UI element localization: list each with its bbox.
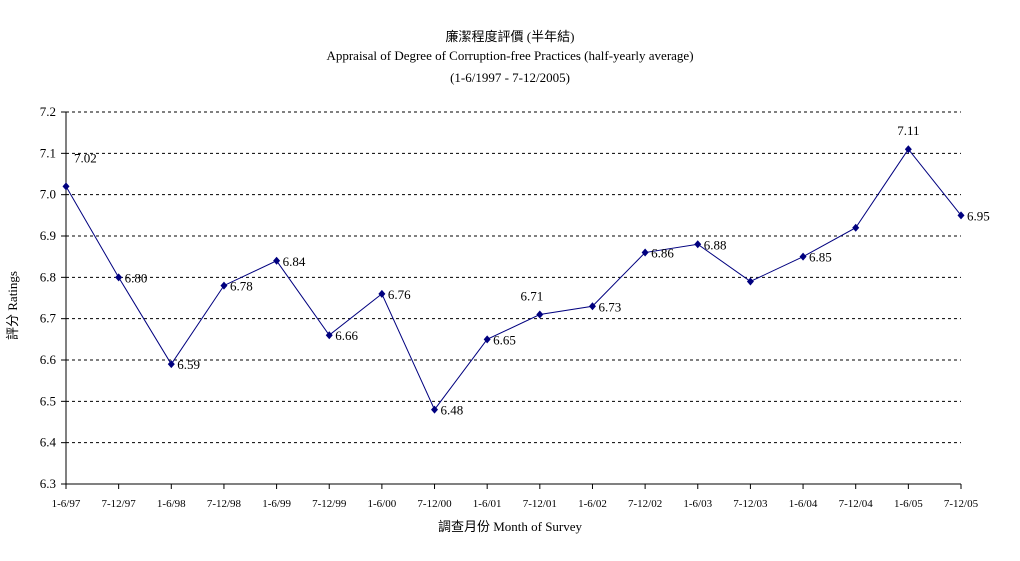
data-label: 6.73 bbox=[598, 299, 621, 314]
x-tick-label: 7-12/04 bbox=[839, 498, 874, 510]
x-tick-label: 7-12/99 bbox=[312, 498, 347, 510]
data-point bbox=[62, 182, 70, 191]
x-tick-label: 7-12/01 bbox=[523, 498, 557, 510]
chart-title: 廉潔程度評價 (半年結) bbox=[445, 29, 575, 44]
data-point bbox=[115, 273, 123, 282]
data-point bbox=[378, 289, 386, 298]
data-label: 6.88 bbox=[704, 237, 727, 252]
x-tick-label: 1-6/01 bbox=[473, 498, 502, 510]
data-point bbox=[273, 256, 281, 265]
data-point bbox=[957, 211, 965, 220]
data-label: 6.80 bbox=[125, 270, 148, 285]
data-point bbox=[483, 335, 491, 344]
data-label: 6.84 bbox=[283, 254, 306, 269]
data-point bbox=[746, 277, 754, 286]
y-tick-label: 7.2 bbox=[40, 104, 56, 119]
data-point bbox=[904, 145, 912, 154]
data-label: 6.76 bbox=[388, 287, 411, 302]
data-point bbox=[325, 331, 333, 340]
data-label: 6.95 bbox=[967, 208, 990, 223]
data-label: 6.71 bbox=[520, 289, 543, 304]
x-tick-label: 1-6/00 bbox=[368, 498, 397, 510]
y-tick-label: 6.8 bbox=[40, 269, 56, 284]
data-point bbox=[694, 240, 702, 249]
data-point bbox=[852, 223, 860, 232]
y-tick-label: 6.3 bbox=[40, 476, 56, 491]
data-point bbox=[431, 405, 439, 414]
x-tick-label: 1-6/02 bbox=[578, 498, 607, 510]
data-label: 6.86 bbox=[651, 246, 674, 261]
data-point bbox=[641, 248, 649, 257]
x-tick-label: 7-12/98 bbox=[207, 498, 242, 510]
data-point bbox=[588, 302, 596, 311]
data-label: 6.65 bbox=[493, 332, 516, 347]
x-tick-label: 1-6/97 bbox=[52, 498, 81, 510]
data-label: 6.59 bbox=[177, 357, 200, 372]
y-tick-label: 6.5 bbox=[40, 393, 56, 408]
x-tick-label: 7-12/00 bbox=[417, 498, 452, 510]
y-tick-label: 7.0 bbox=[40, 187, 56, 202]
x-tick-label: 1-6/03 bbox=[683, 498, 712, 510]
y-tick-label: 6.4 bbox=[40, 435, 57, 450]
x-tick-label: 7-12/02 bbox=[628, 498, 662, 510]
data-label: 6.85 bbox=[809, 250, 832, 265]
data-point bbox=[220, 281, 228, 290]
data-point bbox=[799, 252, 807, 261]
data-point bbox=[536, 310, 544, 319]
data-point bbox=[167, 360, 175, 369]
x-tick-label: 7-12/05 bbox=[944, 498, 979, 510]
chart-period: (1-6/1997 - 7-12/2005) bbox=[450, 70, 570, 85]
y-tick-label: 6.6 bbox=[40, 352, 57, 367]
x-tick-label: 1-6/98 bbox=[157, 498, 186, 510]
x-tick-label: 1-6/04 bbox=[789, 498, 818, 510]
y-tick-label: 6.7 bbox=[40, 311, 57, 326]
x-tick-label: 7-12/03 bbox=[733, 498, 768, 510]
y-axis-label: 評分 Ratings bbox=[5, 271, 20, 340]
series-line bbox=[65, 148, 962, 411]
data-label: 6.66 bbox=[335, 328, 358, 343]
data-label: 6.78 bbox=[230, 279, 253, 294]
x-tick-label: 1-6/05 bbox=[894, 498, 923, 510]
x-axis-label: 調查月份 Month of Survey bbox=[437, 519, 583, 534]
y-tick-label: 7.1 bbox=[40, 145, 56, 160]
x-tick-label: 7-12/97 bbox=[102, 498, 137, 510]
data-label: 7.11 bbox=[897, 123, 919, 138]
data-label: 6.48 bbox=[441, 403, 464, 418]
chart-subtitle: Appraisal of Degree of Corruption-free P… bbox=[326, 48, 694, 63]
y-tick-label: 6.9 bbox=[40, 228, 56, 243]
x-tick-label: 1-6/99 bbox=[262, 498, 291, 510]
data-label: 7.02 bbox=[74, 150, 97, 165]
